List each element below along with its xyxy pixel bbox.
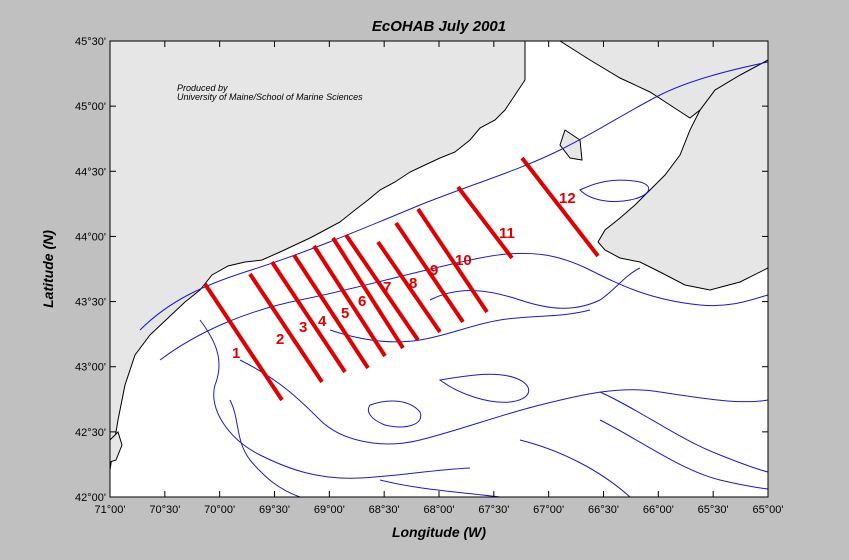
transect-label-7: 7 xyxy=(383,279,391,296)
y-tick-label: 44°00' xyxy=(75,231,106,243)
x-tick-label: 69°30' xyxy=(259,504,290,516)
y-axis-title: Latitude (N) xyxy=(40,230,56,308)
transect-label-11: 11 xyxy=(499,225,515,242)
transect-lines xyxy=(203,156,600,402)
x-tick-label: 67°00' xyxy=(533,504,564,516)
y-tick-label: 42°00' xyxy=(75,492,106,504)
x-tick-label: 69°00' xyxy=(314,504,345,516)
credit-line-1: Produced by xyxy=(177,83,228,93)
x-axis-ticks: 71°00' 70°30' 70°00' 69°30' 69°00' 68°30' 68°0… xyxy=(95,41,784,516)
x-tick-label: 68°00' xyxy=(424,504,455,516)
x-tick-label: 71°00' xyxy=(95,504,126,516)
transect-label-6: 6 xyxy=(358,293,366,310)
land-island xyxy=(559,129,583,161)
transect-line-6 xyxy=(331,236,405,350)
transect-line-5 xyxy=(312,244,387,358)
transect-line-1 xyxy=(203,282,284,402)
y-tick-label: 45°30' xyxy=(75,36,106,48)
transect-line-7 xyxy=(344,233,420,342)
transect-label-4: 4 xyxy=(318,313,327,330)
x-tick-label: 66°00' xyxy=(643,504,674,516)
transect-line-9 xyxy=(394,221,465,324)
x-axis-title: Longitude (W) xyxy=(392,524,486,540)
transect-label-9: 9 xyxy=(430,262,438,279)
x-tick-label: 66°30' xyxy=(588,504,619,516)
y-tick-label: 43°30' xyxy=(75,297,106,309)
transect-label-12: 12 xyxy=(559,190,576,207)
transect-label-1: 1 xyxy=(232,345,240,362)
x-tick-label: 67°30' xyxy=(478,504,509,516)
transect-line-11 xyxy=(456,185,514,260)
x-tick-label: 65°00' xyxy=(753,504,784,516)
transect-label-2: 2 xyxy=(276,331,284,348)
transect-labels: 1 2 3 4 5 6 7 8 9 10 11 12 xyxy=(232,190,576,362)
y-tick-label: 45°00' xyxy=(75,101,106,113)
map-title: EcOHAB July 2001 xyxy=(372,18,506,35)
y-tick-label: 44°30' xyxy=(75,166,106,178)
transect-label-5: 5 xyxy=(341,305,349,322)
x-tick-label: 68°30' xyxy=(369,504,400,516)
y-axis-ticks: 45°30' 45°00' 44°30' 44°00' 43°30' 43°00' 42°3… xyxy=(75,36,768,504)
transect-line-10 xyxy=(416,207,489,314)
transect-label-3: 3 xyxy=(299,319,307,336)
transect-line-2 xyxy=(248,272,324,384)
transect-label-10: 10 xyxy=(455,252,472,269)
transect-line-12 xyxy=(520,156,600,258)
x-tick-label: 70°00' xyxy=(204,504,235,516)
land-mainland xyxy=(110,41,526,471)
land-cape-cod xyxy=(110,431,123,463)
credit-line-2: University of Maine/School of Marine Sci… xyxy=(177,92,363,102)
y-tick-label: 43°00' xyxy=(75,362,106,374)
transect-line-4 xyxy=(292,253,370,370)
transect-line-3 xyxy=(270,260,347,374)
transect-label-8: 8 xyxy=(409,275,417,292)
transect-line-8 xyxy=(376,240,442,334)
land-bay-of-fundy-shore xyxy=(525,41,768,119)
x-tick-label: 65°30' xyxy=(698,504,729,516)
y-tick-label: 42°30' xyxy=(75,427,106,439)
x-tick-label: 70°30' xyxy=(149,504,180,516)
